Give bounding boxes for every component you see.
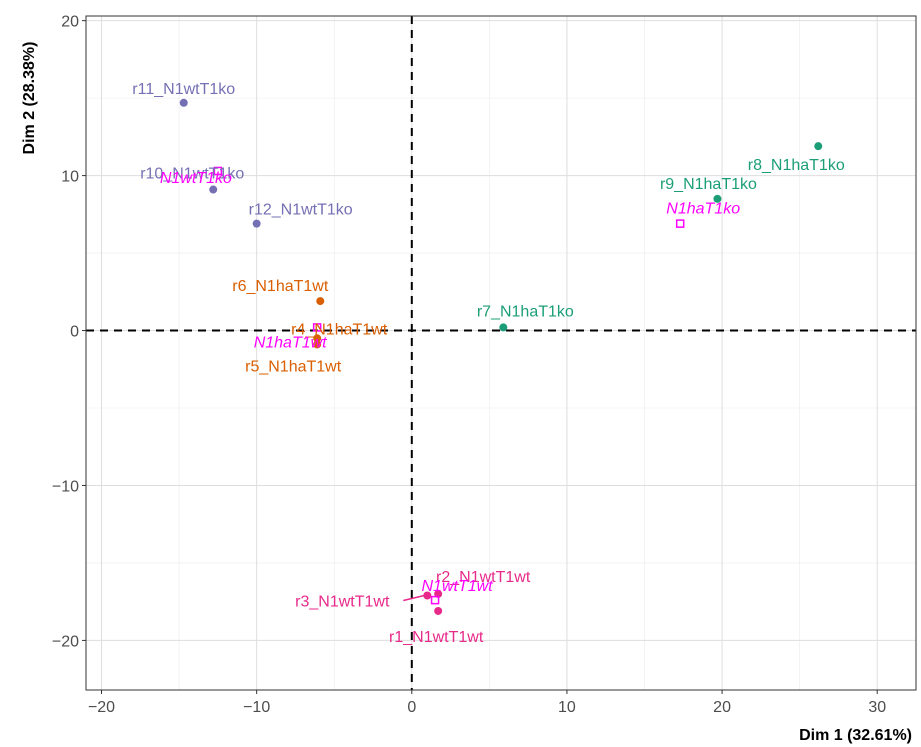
- label-r12_N1wtT1ko: r12_N1wtT1ko: [249, 202, 353, 219]
- y-axis-title: Dim 2 (28.38%): [21, 42, 38, 155]
- point-r11_N1wtT1ko: [179, 98, 188, 107]
- centroid-N1wtT1wt: [430, 595, 440, 605]
- plot-panel-border: [85, 15, 917, 691]
- label-leader-lines: [403, 594, 425, 602]
- centroid-N1wtT1ko: [213, 166, 223, 176]
- reference-lines: [86, 16, 916, 690]
- x-tick-label: 0: [407, 699, 416, 716]
- point-r3_N1wtT1wt: [423, 591, 432, 600]
- major-gridlines: [86, 16, 916, 690]
- x-tick-label: −20: [88, 699, 115, 716]
- label-r11_N1wtT1ko: r11_N1wtT1ko: [132, 81, 235, 98]
- x-tick-label: 20: [713, 699, 731, 716]
- point-r10_N1wtT1ko: [209, 185, 218, 194]
- x-tick-label: −10: [243, 699, 270, 716]
- y-tick-label: 10: [61, 169, 79, 186]
- label-r8_N1haT1ko: r8_N1haT1ko: [748, 157, 845, 174]
- point-r8_N1haT1ko: [814, 142, 823, 151]
- label-r5_N1haT1wt: r5_N1haT1wt: [245, 358, 342, 375]
- x-tick-label: 10: [558, 699, 576, 716]
- y-tick-label: −20: [52, 633, 79, 650]
- x-tick-label: 30: [868, 699, 886, 716]
- minor-gridlines: [86, 16, 916, 690]
- point-r1_N1wtT1wt: [434, 606, 443, 615]
- label-r4_N1haT1wt: r4_N1haT1wt: [291, 321, 388, 338]
- label-r1_N1wtT1wt: r1_N1wtT1wt: [389, 629, 484, 646]
- point-r6_N1haT1wt: [316, 297, 325, 306]
- x-axis-ticks: −20 −10 0 10 20 30: [88, 690, 886, 716]
- group-centroids: [213, 166, 685, 605]
- centroid-label-N1wtT1ko: N1wtT1ko: [160, 170, 232, 187]
- centroid-label-N1haT1ko: N1haT1ko: [666, 201, 740, 218]
- point-r12_N1wtT1ko: [252, 219, 261, 228]
- label-r3_N1wtT1wt: r3_N1wtT1wt: [295, 593, 390, 610]
- label-r10_N1wtT1ko: r10_N1wtT1ko: [140, 166, 244, 183]
- label-r6_N1haT1wt: r6_N1haT1wt: [232, 278, 329, 295]
- y-tick-label: 0: [70, 324, 79, 341]
- leader-r3: [403, 594, 425, 602]
- label-r2_N1wtT1wt: r2_N1wtT1wt: [436, 569, 531, 586]
- centroid-N1haT1wt: [312, 323, 322, 332]
- point-r4_N1haT1wt: [313, 334, 322, 343]
- point-r9_N1haT1ko: [713, 194, 722, 203]
- y-tick-label: 20: [61, 14, 79, 31]
- label-r9_N1haT1ko: r9_N1haT1ko: [660, 176, 757, 193]
- data-points: [179, 98, 823, 615]
- y-axis-ticks: −20 −10 0 10 20: [52, 14, 86, 650]
- y-tick-label: −10: [52, 478, 79, 495]
- group-centroid-labels: N1wtT1ko N1haT1wt N1haT1ko N1wtT1wt: [160, 170, 740, 595]
- point-r7_N1haT1ko: [499, 323, 508, 332]
- point-r5_N1haT1wt: [313, 340, 322, 349]
- centroid-label-N1haT1wt: N1haT1wt: [254, 334, 327, 351]
- point-labels: r11_N1wtT1ko r10_N1wtT1ko r12_N1wtT1ko r6_N…: [132, 81, 845, 646]
- centroid-label-N1wtT1wt: N1wtT1wt: [422, 578, 494, 595]
- label-r7_N1haT1ko: r7_N1haT1ko: [477, 303, 574, 320]
- x-axis-title: Dim 1 (32.61%): [799, 727, 912, 744]
- centroid-N1haT1ko: [675, 219, 685, 228]
